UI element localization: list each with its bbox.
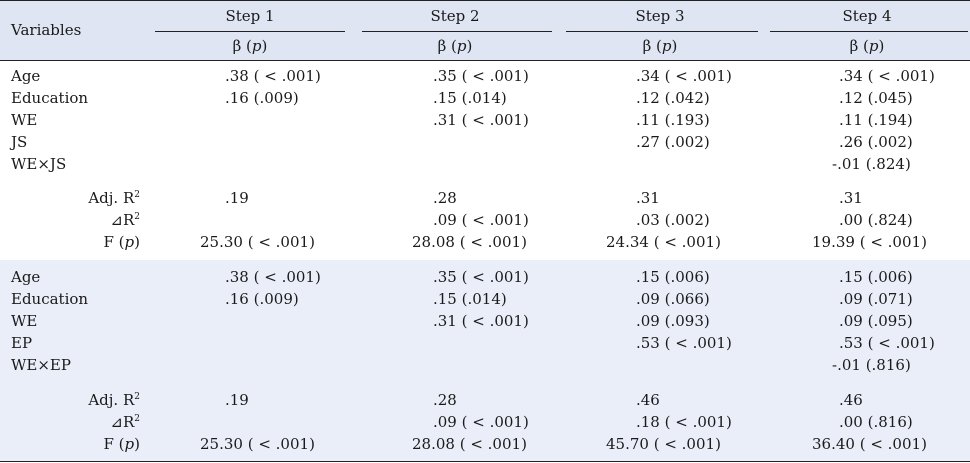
table-cell: .15 (.006)	[636, 268, 710, 286]
step-3-rule	[566, 31, 758, 32]
table-cell: .11 (.193)	[636, 111, 710, 129]
table-cell: 25.30 ( < .001)	[200, 233, 315, 251]
table-cell: .31 ( < .001)	[433, 312, 529, 330]
table-cell: -.01 (.824)	[832, 155, 911, 173]
beta-header-1: β (p)	[232, 37, 268, 55]
table-cell: 45.70 ( < .001)	[606, 435, 721, 453]
row-label: JS	[11, 133, 28, 151]
table-cell: .27 (.002)	[636, 133, 710, 151]
table-cell: .31	[839, 189, 863, 207]
table-cell: -.01 (.816)	[832, 356, 911, 374]
table-cell: .09 (.066)	[636, 290, 710, 308]
table-cell: .15 (.014)	[433, 89, 507, 107]
delta-r2-label: ⊿R2	[110, 211, 140, 229]
table-cell: .09 (.071)	[839, 290, 913, 308]
row-label: WE×JS	[11, 155, 67, 173]
row-label: Education	[11, 290, 89, 308]
table-cell: .26 (.002)	[839, 133, 913, 151]
row-label: Education	[11, 89, 89, 107]
table-cell: .38 ( < .001)	[225, 268, 321, 286]
row-label: WE	[11, 111, 38, 129]
table-cell: 28.08 ( < .001)	[412, 435, 527, 453]
row-label: Age	[11, 268, 41, 286]
beta-header-3: β (p)	[642, 37, 678, 55]
table-cell: .38 ( < .001)	[225, 67, 321, 85]
table-cell: .34 ( < .001)	[839, 67, 935, 85]
table-cell: .12 (.045)	[839, 89, 913, 107]
table-cell: .15 (.014)	[433, 290, 507, 308]
table-cell: .34 ( < .001)	[636, 67, 732, 85]
table-header: Variables Step 1 Step 2 Step 3 Step 4 β …	[0, 0, 970, 61]
table-cell: .16 (.009)	[225, 290, 299, 308]
table-cell: .19	[225, 391, 249, 409]
table-cell: 36.40 ( < .001)	[812, 435, 927, 453]
table-cell: 19.39 ( < .001)	[812, 233, 927, 251]
table-cell: .53 ( < .001)	[839, 334, 935, 352]
table-cell: 24.34 ( < .001)	[606, 233, 721, 251]
step-2-header: Step 2	[430, 7, 480, 25]
row-label: EP	[11, 334, 33, 352]
table-cell: .35 ( < .001)	[433, 268, 529, 286]
table-cell: .31	[636, 189, 660, 207]
table-cell: .28	[433, 189, 457, 207]
table-cell: .35 ( < .001)	[433, 67, 529, 85]
table-cell: .03 (.002)	[636, 211, 710, 229]
table-cell: .11 (.194)	[839, 111, 913, 129]
f-label: F (p)	[103, 435, 140, 453]
adj-r2-label: Adj. R2	[88, 391, 140, 409]
step-4-rule	[770, 31, 968, 32]
row-label: Age	[11, 67, 41, 85]
table-cell: .16 (.009)	[225, 89, 299, 107]
delta-r2-label: ⊿R2	[110, 413, 140, 431]
table-cell: .53 ( < .001)	[636, 334, 732, 352]
step-2-rule	[362, 31, 552, 32]
table-cell: .19	[225, 189, 249, 207]
step-3-header: Step 3	[635, 7, 685, 25]
table-cell: .00 (.824)	[839, 211, 913, 229]
row-label: WE×EP	[11, 356, 71, 374]
variables-header: Variables	[11, 21, 82, 39]
table-cell: .18 ( < .001)	[636, 413, 732, 431]
table-cell: .00 (.816)	[839, 413, 913, 431]
table-cell: .28	[433, 391, 457, 409]
section-job-satisfaction: Age Education WE JS WE×JS .38 ( < .001) …	[0, 61, 970, 260]
table-bottom-rule	[0, 461, 970, 462]
step-4-header: Step 4	[842, 7, 892, 25]
table-cell: 25.30 ( < .001)	[200, 435, 315, 453]
table-cell: .09 (.093)	[636, 312, 710, 330]
row-label: WE	[11, 312, 38, 330]
section-ego-resilience: Age Education WE EP WE×EP .38 ( < .001) …	[0, 260, 970, 461]
beta-header-4: β (p)	[849, 37, 885, 55]
table-cell: .15 (.006)	[839, 268, 913, 286]
table-cell: .46	[636, 391, 660, 409]
table-cell: 28.08 ( < .001)	[412, 233, 527, 251]
adj-r2-label: Adj. R2	[88, 189, 140, 207]
table-cell: .09 (.095)	[839, 312, 913, 330]
table-cell: .31 ( < .001)	[433, 111, 529, 129]
step-1-header: Step 1	[225, 7, 275, 25]
table-cell: .09 ( < .001)	[433, 413, 529, 431]
table-cell: .12 (.042)	[636, 89, 710, 107]
f-label: F (p)	[103, 233, 140, 251]
table-cell: .46	[839, 391, 863, 409]
step-1-rule	[155, 31, 345, 32]
table-cell: .09 ( < .001)	[433, 211, 529, 229]
beta-header-2: β (p)	[437, 37, 473, 55]
